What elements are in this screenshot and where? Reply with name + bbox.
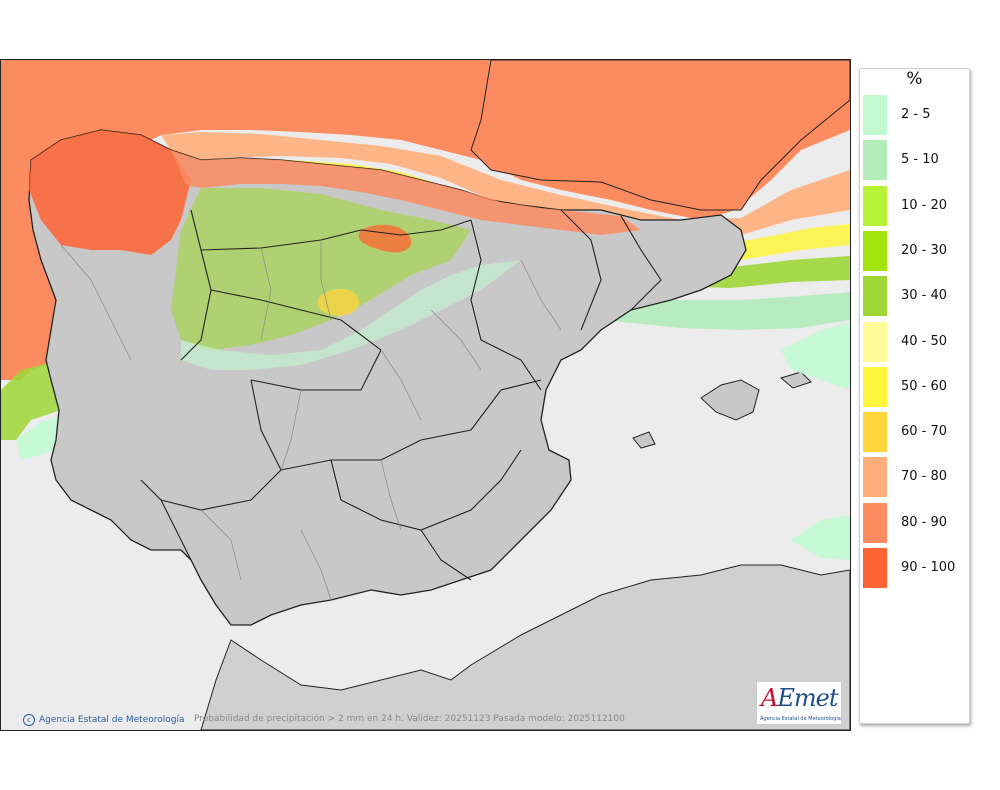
- legend-item: 30 - 40: [863, 276, 967, 317]
- legend-label: 70 - 80: [901, 469, 948, 485]
- map-caption: Probabilidad de precipitación > 2 mm en …: [194, 714, 625, 724]
- legend-swatch: [863, 412, 887, 453]
- legend-item: 80 - 90: [863, 502, 967, 543]
- legend-label: 10 - 20: [901, 197, 948, 213]
- legend-item: 60 - 70: [863, 412, 967, 453]
- legend-item: 50 - 60: [863, 366, 967, 407]
- precip-zone-60-70-palencia: [317, 288, 360, 316]
- land-mallorca: [700, 379, 760, 421]
- legend-swatch: [863, 502, 887, 543]
- precip-zone-2-5-med-south: [791, 515, 850, 560]
- legend-swatch: [863, 366, 887, 407]
- land-menorca: [779, 371, 812, 389]
- land-france: [470, 60, 850, 211]
- legend-swatch: [863, 457, 887, 498]
- legend-item: 70 - 80: [863, 457, 967, 498]
- map-panel[interactable]: c Agencia Estatal de Meteorología Probab…: [0, 59, 851, 731]
- legend-label: 60 - 70: [901, 424, 948, 440]
- legend-swatch: [863, 276, 887, 317]
- precip-zone-2-5-interior: [181, 260, 521, 370]
- land-africa: [200, 564, 850, 730]
- legend-label: 5 - 10: [901, 152, 939, 168]
- precip-zone-90-100-galicia: [29, 130, 191, 255]
- legend-swatch: [863, 95, 887, 135]
- legend-item: 20 - 30: [863, 230, 967, 271]
- aemet-logo-subtitle: Agencia Estatal de Meteorología: [760, 716, 841, 722]
- legend-swatch: [863, 185, 887, 226]
- legend-item: 40 - 50: [863, 321, 967, 362]
- precip-zone-2-5-med-east: [781, 322, 850, 390]
- precip-zone-70-80-north: [161, 132, 850, 240]
- legend-item: 5 - 10: [863, 140, 967, 181]
- province-boundaries: [60, 240, 562, 601]
- legend: % 2 - 5 5 - 10 10 - 20 20 - 30 30 - 40 40 - 5…: [859, 68, 970, 724]
- precipitation-probability-map[interactable]: [1, 60, 850, 730]
- copyright-icon: c: [23, 714, 35, 726]
- legend-label: 20 - 30: [901, 242, 948, 258]
- legend-item: 90 - 100: [863, 548, 967, 588]
- aemet-logo-wordmark: AEmet: [761, 684, 838, 712]
- legend-swatch: [863, 321, 887, 362]
- legend-swatch: [863, 140, 887, 181]
- legend-swatch: [863, 230, 887, 271]
- precip-zone-80-90-cantabria: [171, 150, 641, 235]
- region-boundaries: [140, 209, 662, 581]
- legend-label: 50 - 60: [901, 378, 948, 394]
- legend-label: 2 - 5: [901, 107, 931, 122]
- legend-label: 30 - 40: [901, 288, 948, 304]
- land-ibiza: [632, 431, 656, 449]
- aemet-logo: AEmet Agencia Estatal de Meteorología: [756, 681, 842, 725]
- legend-label: 80 - 90: [901, 514, 948, 530]
- legend-label: 40 - 50: [901, 333, 948, 349]
- aemet-credit: c Agencia Estatal de Meteorología: [23, 714, 185, 726]
- legend-label: 90 - 100: [901, 560, 956, 575]
- legend-item: 2 - 5: [863, 95, 967, 135]
- legend-unit: %: [906, 69, 923, 89]
- legend-swatch: [863, 548, 887, 588]
- legend-item: 10 - 20: [863, 185, 967, 226]
- credit-text: Agencia Estatal de Meteorología: [39, 715, 185, 725]
